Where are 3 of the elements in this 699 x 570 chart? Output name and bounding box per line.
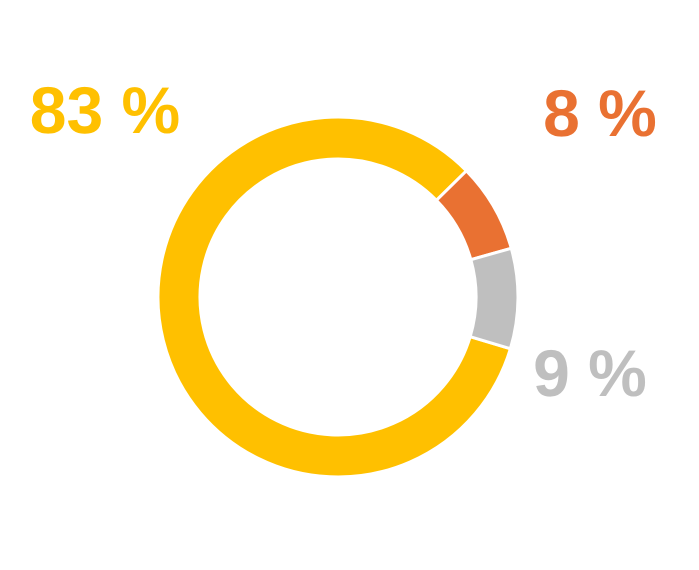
data-label: 8 % [543, 76, 657, 150]
data-label: 83 % [30, 73, 180, 147]
data-label: 9 % [533, 336, 647, 410]
